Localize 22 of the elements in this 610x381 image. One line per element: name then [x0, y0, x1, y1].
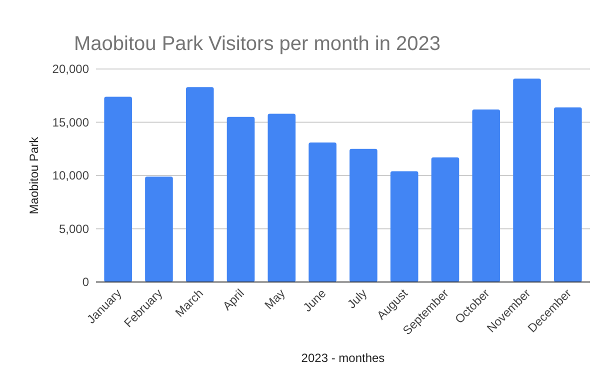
bar — [350, 148, 378, 282]
chart-title: Maobitou Park Visitors per month in 2023 — [74, 33, 440, 55]
bar — [104, 96, 132, 282]
bar — [472, 109, 500, 282]
y-axis-title: Maobitou Park — [27, 136, 41, 214]
bar — [308, 142, 336, 282]
bar — [390, 171, 418, 282]
x-tick-label: July — [344, 286, 370, 312]
bar — [226, 116, 255, 282]
bar — [431, 157, 460, 282]
bar — [268, 114, 296, 282]
y-tick-label: 20,000 — [52, 62, 90, 76]
y-tick-label: 10,000 — [52, 168, 90, 183]
bar — [513, 78, 541, 282]
y-tick-label: 15,000 — [52, 115, 90, 130]
bar — [145, 176, 173, 282]
bar — [554, 107, 582, 282]
x-tick-label: May — [262, 286, 288, 312]
y-tick-label: 5,000 — [58, 222, 90, 236]
bar — [186, 87, 214, 282]
y-tick-label: 0 — [82, 275, 90, 290]
x-axis-title: 2023 - monthes — [301, 351, 385, 365]
